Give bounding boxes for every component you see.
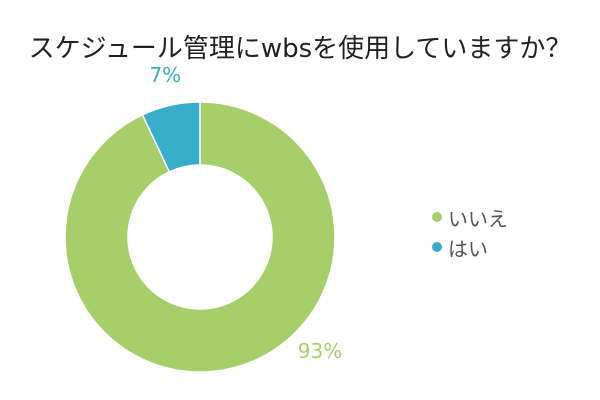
slice-no xyxy=(64,101,336,373)
slice-yes xyxy=(141,101,201,173)
legend-item-no: いいえ xyxy=(432,202,508,232)
legend-swatch-no xyxy=(432,212,442,222)
legend: いいえ はい xyxy=(432,202,508,262)
legend-label-no: いいえ xyxy=(448,206,508,231)
legend-swatch-yes xyxy=(432,242,442,252)
slice-label-yes: 7% xyxy=(149,63,181,87)
legend-label-yes: はい xyxy=(448,236,488,261)
slice-label-no: 93% xyxy=(298,339,342,363)
legend-item-yes: はい xyxy=(432,232,508,262)
chart-title: スケジュール管理にwbsを使用していますか？ xyxy=(28,34,572,64)
